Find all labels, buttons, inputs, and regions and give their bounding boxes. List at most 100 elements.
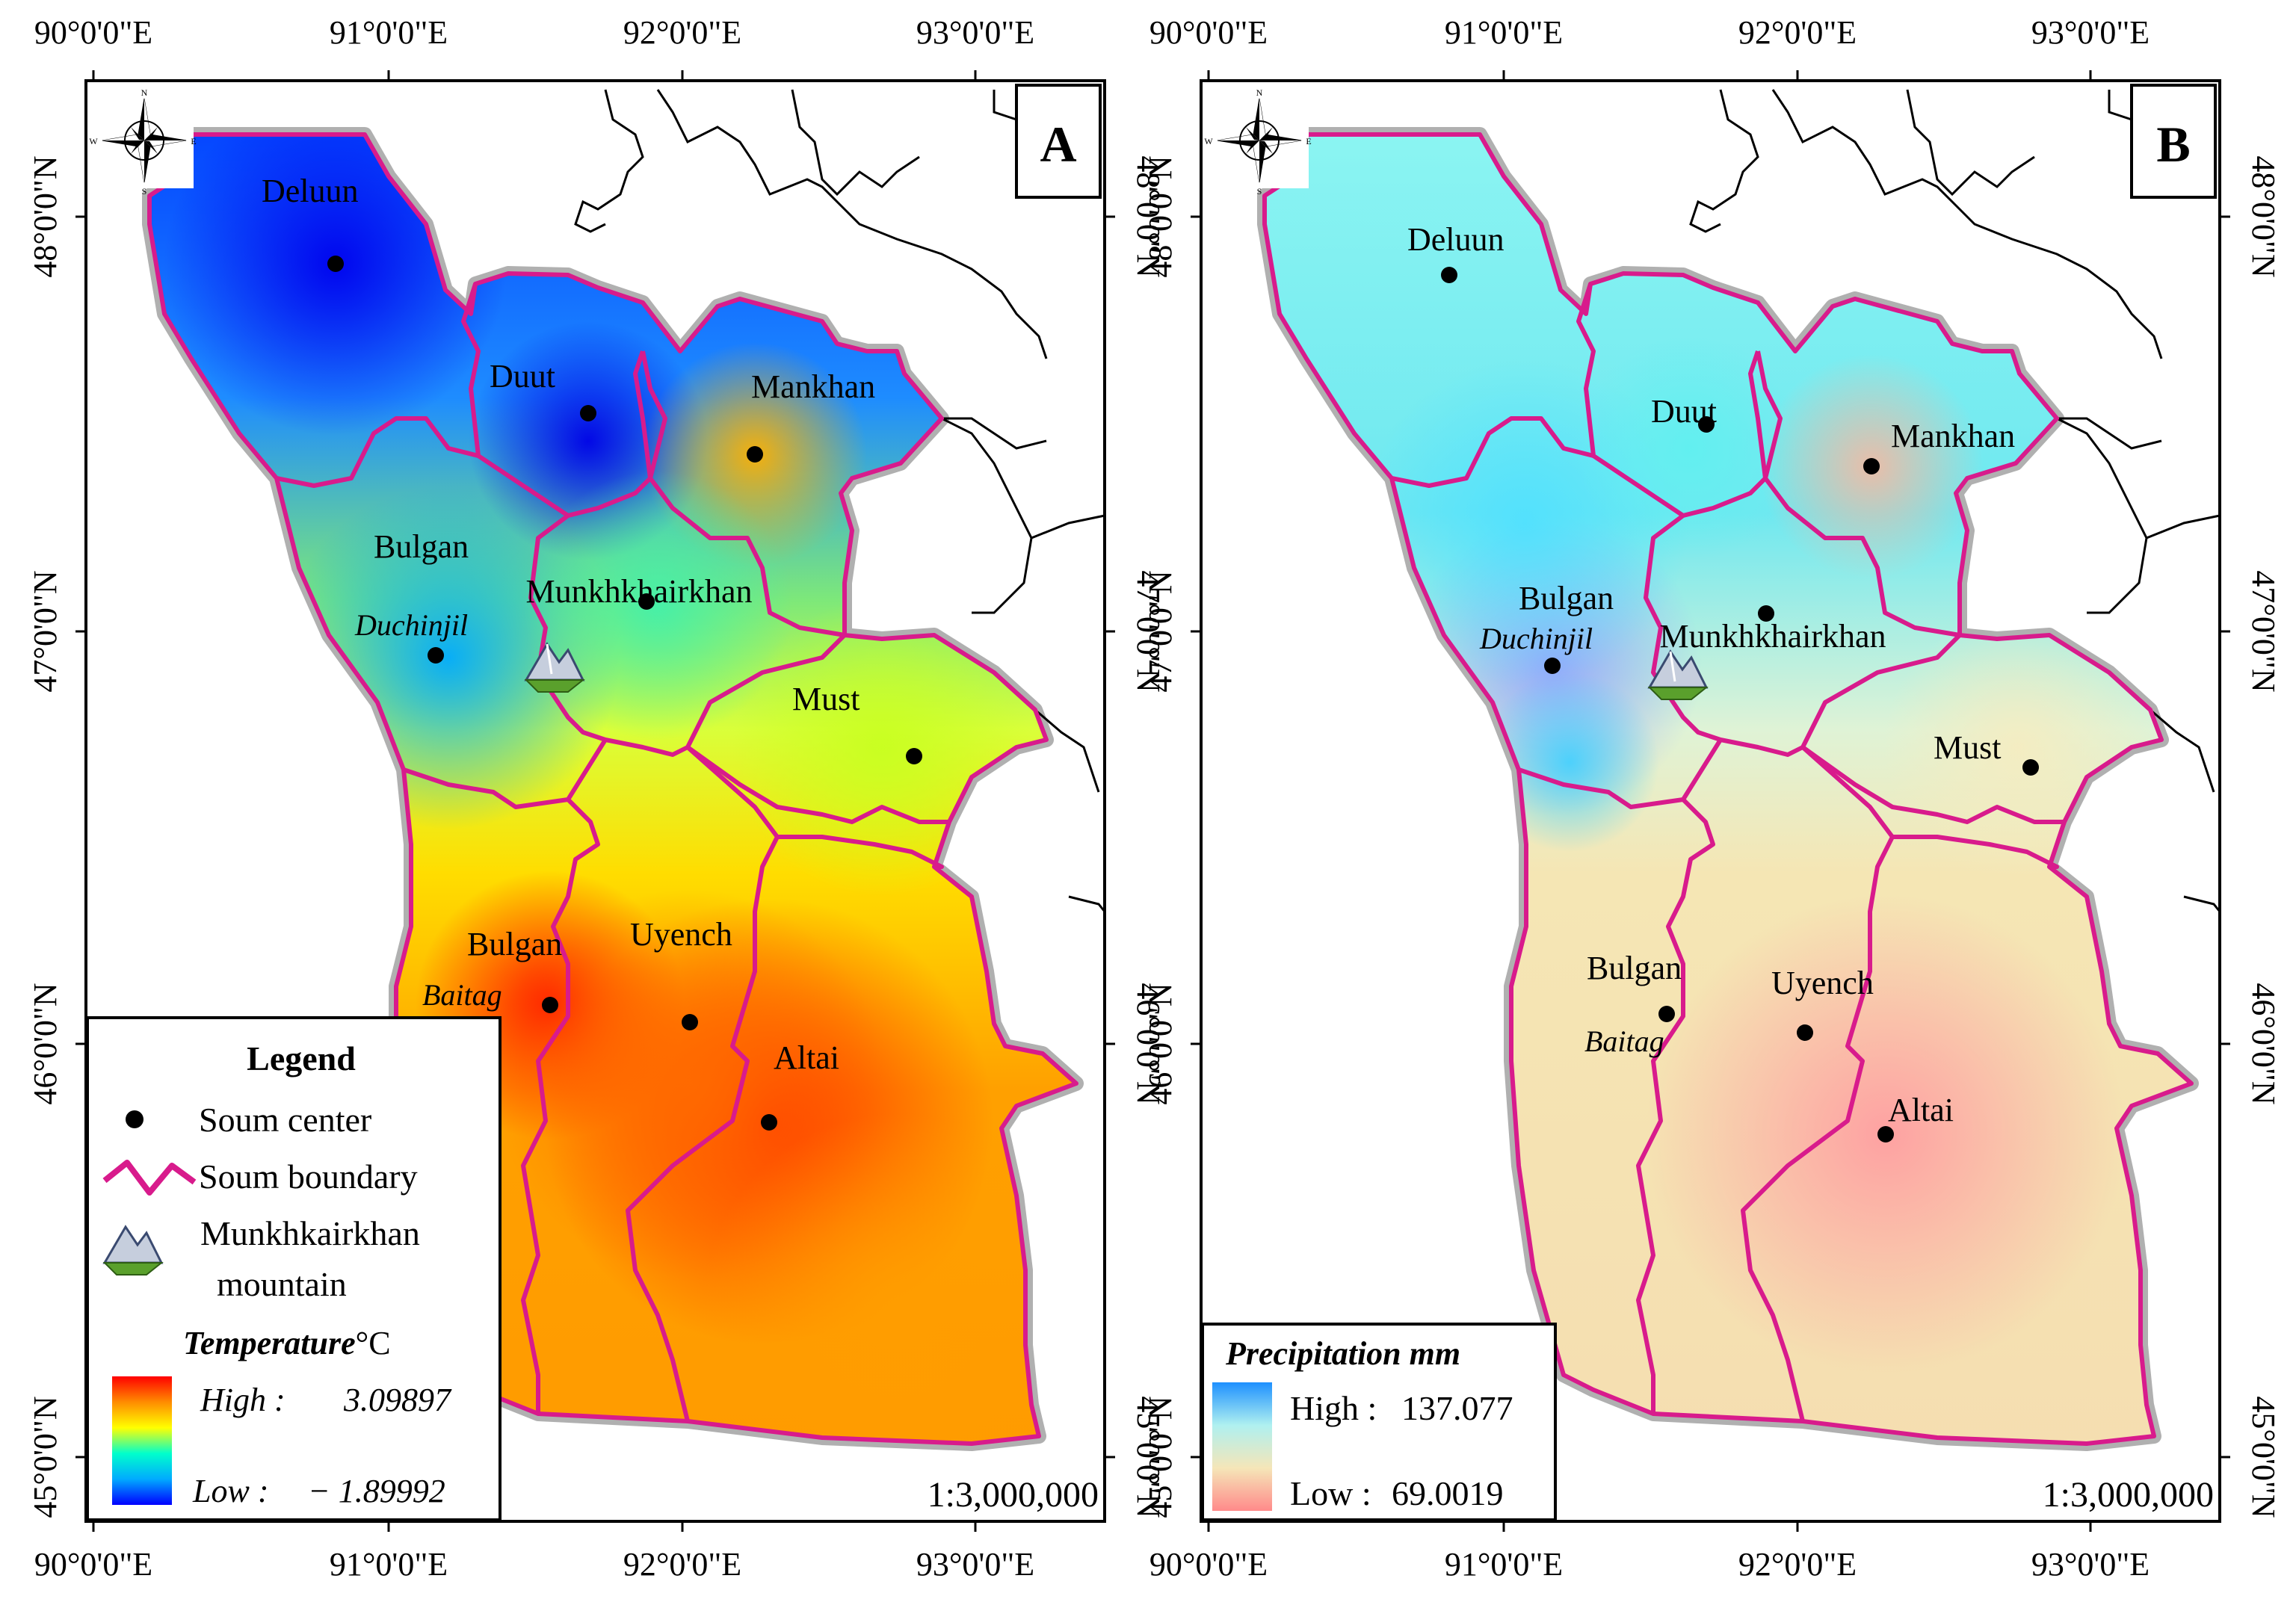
ramp-high-label: High : xyxy=(200,1382,286,1418)
soum-center-point xyxy=(1441,267,1457,283)
panel-letter-box xyxy=(1015,84,1102,199)
soum-boundary xyxy=(641,350,667,479)
ramp-low-label: Low : xyxy=(192,1473,268,1509)
soum-center-point xyxy=(747,446,763,463)
soum-label: Duut xyxy=(490,358,555,395)
locality-label: Baitag xyxy=(422,978,502,1012)
soum-boundary xyxy=(1720,633,1962,757)
lat-label-right: 46°0'0"N xyxy=(2245,983,2282,1104)
soum-label: Duut xyxy=(1651,393,1717,430)
compass-w: W xyxy=(89,136,98,146)
legend-item: mountain xyxy=(217,1265,347,1303)
legend-title: Legend xyxy=(247,1039,356,1077)
color-ramp xyxy=(1212,1382,1272,1511)
neighbour-boundary xyxy=(1034,708,1100,793)
lat-label-left: 46°0'0"N xyxy=(27,983,64,1104)
lat-label-right: 48°0'0"N xyxy=(2245,155,2282,277)
raster-blob xyxy=(1480,672,1659,852)
neighbour-boundary xyxy=(2183,895,2221,912)
map-frame xyxy=(84,79,1106,1523)
scale-text: 1:3,000,000 xyxy=(928,1475,1099,1515)
soum-boundary xyxy=(477,350,652,518)
ramp-low-label: Low : xyxy=(1290,1474,1371,1512)
soum-center-point xyxy=(1877,1126,1894,1142)
raster-blob xyxy=(732,598,1031,897)
lon-label-bottom: 92°0'0"E xyxy=(1738,1546,1857,1583)
compass-e: E xyxy=(1306,136,1311,146)
soum-boundary xyxy=(521,797,600,1414)
lon-label-bottom: 91°0'0"E xyxy=(1445,1546,1563,1583)
soum-boundary-outer xyxy=(1262,132,2194,1446)
soum-boundary xyxy=(686,745,949,824)
mountain-icon xyxy=(524,642,585,693)
compass-s: S xyxy=(1257,186,1262,197)
lat-label-right: 45°0'0"N xyxy=(2245,1396,2282,1518)
soum-label: Altai xyxy=(1888,1092,1954,1128)
soum-boundary xyxy=(1801,745,2064,824)
legend-item: Soum boundary xyxy=(199,1157,418,1196)
ramp-title: Precipitation mm xyxy=(1225,1335,1460,1372)
soum-boundary xyxy=(1763,477,1960,637)
legend-item: Munkhkairkhan xyxy=(200,1214,420,1252)
lat-label-left: 47°0'0"N xyxy=(1142,570,1179,692)
soum-center-point xyxy=(1544,658,1561,674)
soum-label: Mankhan xyxy=(751,368,875,405)
soum-boundary xyxy=(1644,513,1721,742)
soum-boundary-outer xyxy=(147,132,1078,1446)
soum-label: Bulgan xyxy=(467,926,562,962)
lon-label-top: 90°0'0"E xyxy=(34,14,152,51)
soum-center-point xyxy=(638,593,655,610)
lat-label-right: 47°0'0"N xyxy=(1130,570,1167,692)
soum-center-point xyxy=(2022,759,2039,776)
soum-label: Bulgan xyxy=(1587,950,1682,986)
lat-label-right: 46°0'0"N xyxy=(1130,983,1167,1104)
legend-soum-center-icon xyxy=(126,1110,144,1128)
soum-boundary xyxy=(1391,416,1594,488)
compass-w: W xyxy=(1204,136,1213,146)
soum-label: Munkhkhairkhan xyxy=(525,573,752,610)
ramp-title: Temperature°C xyxy=(183,1325,391,1361)
neighbour-boundary xyxy=(1771,89,2163,359)
ramp-high-label: High : xyxy=(1290,1389,1377,1427)
soum-center-point xyxy=(682,1014,698,1030)
soum-label: Must xyxy=(1934,729,2001,766)
soum-label: Must xyxy=(792,681,860,717)
soum-label: Uyench xyxy=(630,916,732,953)
ramp-high-value: 137.077 xyxy=(1401,1389,1513,1427)
panel-letter: B xyxy=(2156,116,2190,173)
lon-label-bottom: 92°0'0"E xyxy=(623,1546,741,1583)
mountain-icon xyxy=(1647,649,1709,700)
soum-label: Bulgan xyxy=(374,528,469,565)
soum-boundary xyxy=(1741,745,1895,1422)
lat-label-left: 46°0'0"N xyxy=(1142,983,1179,1104)
neighbour-boundary xyxy=(656,89,1048,359)
north-arrow-icon: N S E W xyxy=(1204,84,1312,197)
neighbour-boundary xyxy=(1068,895,1106,912)
soum-center-point xyxy=(1698,416,1715,433)
lat-label-right: 47°0'0"N xyxy=(2245,570,2282,692)
neighbour-boundary xyxy=(1031,514,1105,539)
neighbour-boundary xyxy=(2150,708,2215,793)
soum-center-point xyxy=(580,405,596,421)
soum-label: Deluun xyxy=(262,173,359,209)
compass-s: S xyxy=(142,186,147,197)
neighbour-boundary xyxy=(1906,89,2035,197)
neighbour-boundary xyxy=(2056,417,2148,614)
lon-label-top: 91°0'0"E xyxy=(1445,14,1563,51)
ramp-low-value: 69.0019 xyxy=(1392,1474,1504,1512)
panel-letter: A xyxy=(1040,116,1076,173)
soum-boundary xyxy=(605,633,847,757)
lon-label-bottom: 90°0'0"E xyxy=(34,1546,152,1583)
lon-label-top: 90°0'0"E xyxy=(1149,14,1268,51)
legend-panel-a: Legend Soum center Soum boundary Munkhkairk… xyxy=(86,1016,502,1521)
neighbour-boundary xyxy=(1689,89,1759,233)
panel-letter-box xyxy=(2130,84,2217,199)
legend-mountain-icon xyxy=(102,1225,164,1275)
map-frame xyxy=(1200,79,2221,1523)
legend-panel-b: Precipitation mm High : 137.077 Low : 69.001… xyxy=(1201,1323,1557,1521)
lon-label-top: 92°0'0"E xyxy=(1738,14,1857,51)
lon-label-bottom: 93°0'0"E xyxy=(916,1546,1034,1583)
soum-label: Altai xyxy=(774,1039,839,1076)
neighbour-boundary xyxy=(2057,417,2162,450)
